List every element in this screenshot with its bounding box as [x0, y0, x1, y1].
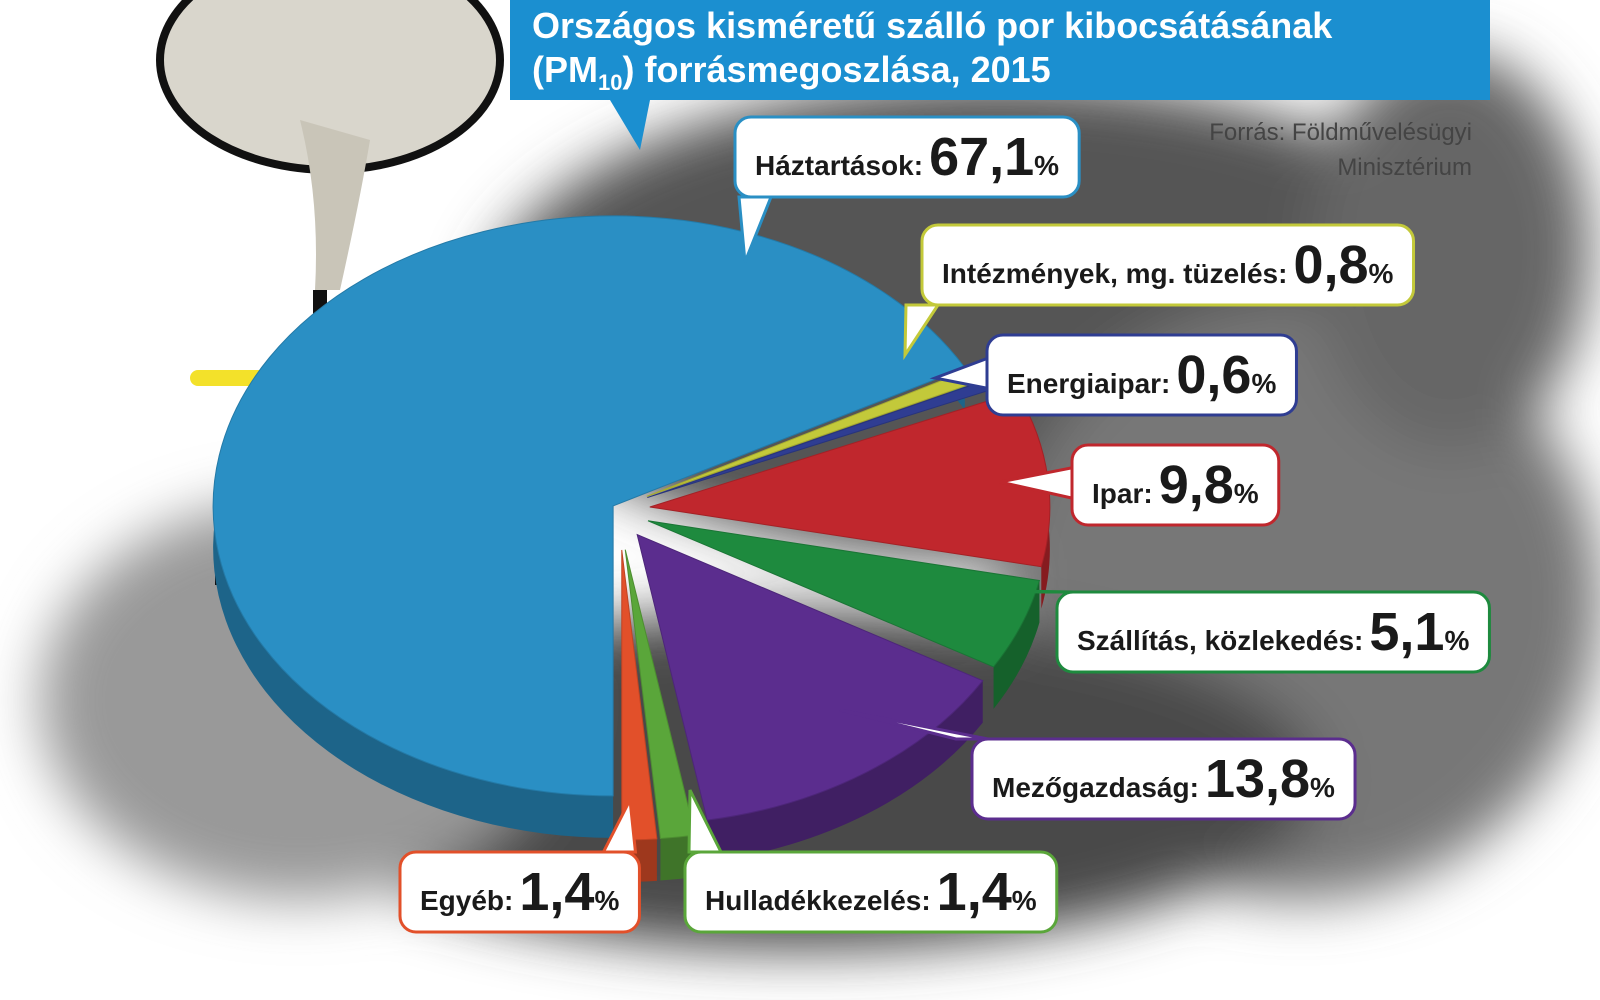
category-label: Intézmények, mg. tüzelés:	[942, 258, 1287, 289]
value-label: 0,6	[1176, 345, 1251, 405]
callout-pointer	[903, 303, 941, 361]
callout-box	[1055, 590, 1491, 674]
callout-pointer	[959, 588, 1074, 594]
callout: Mezőgazdaság: 13,8%	[839, 708, 1357, 821]
callout: Energiaipar: 0,6%	[929, 333, 1298, 417]
unit-label: %	[1444, 625, 1469, 656]
callout-label: Intézmények, mg. tüzelés: 0,8%	[942, 235, 1394, 295]
unit-label: %	[1310, 772, 1335, 803]
callout-box	[683, 850, 1059, 934]
value-label: 9,8	[1159, 455, 1234, 515]
pie	[212, 215, 1051, 882]
value-label: 1,4	[937, 862, 1012, 922]
category-label: Ipar:	[1092, 478, 1153, 509]
value-label: 67,1	[929, 127, 1034, 187]
title-line: Országos kisméretű szálló por kibocsátás…	[532, 5, 1333, 46]
unit-label: %	[1251, 368, 1276, 399]
callout: Szállítás, közlekedés: 5,1%	[959, 588, 1491, 674]
callout-box	[920, 223, 1416, 307]
value-label: 13,8	[1205, 749, 1310, 809]
slice	[212, 215, 966, 797]
unit-label: %	[1369, 258, 1394, 289]
callout-label: Hulladékkezelés: 1,4%	[705, 862, 1037, 922]
callout-label: Mezőgazdaság: 13,8%	[992, 749, 1335, 809]
chart-title: Országos kisméretű szálló por kibocsátás…	[532, 5, 1333, 46]
title-box	[510, 0, 1490, 150]
category-label: Mezőgazdaság:	[992, 772, 1199, 803]
unit-label: %	[1234, 478, 1259, 509]
callout-box	[970, 737, 1357, 821]
callout-box	[398, 850, 641, 934]
slice	[636, 533, 984, 821]
unit-label: %	[594, 885, 619, 916]
value-label: 0,8	[1293, 235, 1368, 295]
title-part: (PM	[532, 49, 598, 90]
callout-box	[1070, 443, 1281, 527]
value-label: 5,1	[1369, 602, 1444, 662]
slice	[647, 520, 1041, 668]
slice-side	[707, 680, 983, 863]
callout: Intézmények, mg. tüzelés: 0,8%	[903, 223, 1416, 361]
category-label: Egyéb:	[420, 885, 513, 916]
callout-box	[733, 115, 1081, 199]
category-label: Szállítás, közlekedés:	[1077, 625, 1363, 656]
callout-label: Egyéb: 1,4%	[420, 862, 619, 922]
callout: Hulladékkezelés: 1,4%	[683, 789, 1059, 934]
callout-label: Szállítás, közlekedés: 5,1%	[1077, 602, 1469, 662]
category-label: Hulladékkezelés:	[705, 885, 931, 916]
title-part: ) forrásmegoszlása, 2015	[622, 49, 1050, 90]
callout: Egyéb: 1,4%	[398, 794, 641, 934]
callout-pointer	[839, 708, 989, 741]
chart-title: (PM10) forrásmegoszlása, 2015	[532, 49, 1051, 95]
callout: Háztartások: 67,1%	[733, 115, 1081, 263]
category-label: Háztartások:	[755, 150, 923, 181]
source: Forrás: Földművelésügyi	[1209, 119, 1472, 146]
callout-box	[985, 333, 1298, 417]
title-subscript: 10	[598, 70, 622, 95]
callouts: Háztartások: 67,1%Intézmények, mg. tüzelé…	[398, 115, 1491, 934]
category-label: Energiaipar:	[1007, 368, 1170, 399]
unit-label: %	[1012, 885, 1037, 916]
callout: Ipar: 9,8%	[999, 443, 1281, 527]
callout-label: Energiaipar: 0,6%	[1007, 345, 1276, 405]
unit-label: %	[1034, 150, 1059, 181]
value-label: 1,4	[519, 862, 594, 922]
callout-label: Háztartások: 67,1%	[755, 127, 1059, 187]
callout-label: Ipar: 9,8%	[1092, 455, 1259, 515]
source: Minisztérium	[1337, 154, 1472, 181]
